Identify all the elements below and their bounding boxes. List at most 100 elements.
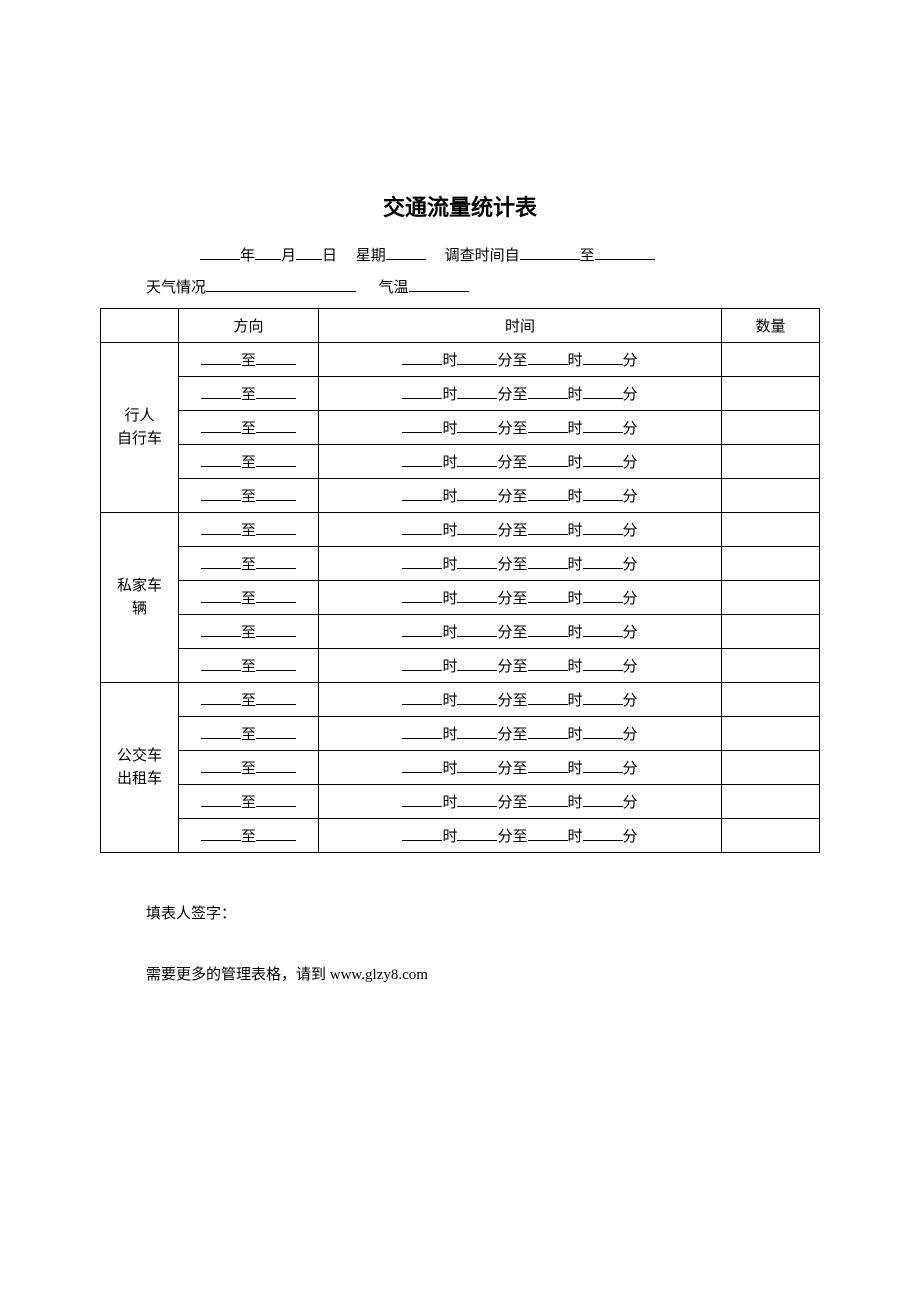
blank-year[interactable] — [200, 244, 240, 260]
blank-hour-from[interactable] — [402, 723, 442, 739]
blank-dir-to[interactable] — [256, 553, 296, 569]
blank-dir-from[interactable] — [201, 519, 241, 535]
blank-dir-from[interactable] — [201, 757, 241, 773]
blank-hour-to[interactable] — [528, 349, 568, 365]
blank-min-from[interactable] — [457, 587, 497, 603]
blank-dir-to[interactable] — [256, 587, 296, 603]
blank-hour-to[interactable] — [528, 621, 568, 637]
quantity-cell[interactable] — [722, 751, 820, 785]
blank-min-to[interactable] — [583, 621, 623, 637]
blank-min-from[interactable] — [457, 655, 497, 671]
blank-min-to[interactable] — [583, 791, 623, 807]
blank-min-from[interactable] — [457, 485, 497, 501]
quantity-cell[interactable] — [722, 547, 820, 581]
blank-dir-to[interactable] — [256, 791, 296, 807]
blank-min-to[interactable] — [583, 417, 623, 433]
blank-min-from[interactable] — [457, 689, 497, 705]
blank-dir-from[interactable] — [201, 383, 241, 399]
blank-hour-from[interactable] — [402, 349, 442, 365]
blank-dir-from[interactable] — [201, 485, 241, 501]
quantity-cell[interactable] — [722, 785, 820, 819]
blank-dir-to[interactable] — [256, 417, 296, 433]
blank-hour-from[interactable] — [402, 621, 442, 637]
blank-hour-from[interactable] — [402, 553, 442, 569]
blank-min-to[interactable] — [583, 757, 623, 773]
blank-hour-to[interactable] — [528, 383, 568, 399]
blank-min-to[interactable] — [583, 825, 623, 841]
blank-dir-from[interactable] — [201, 349, 241, 365]
blank-temperature[interactable] — [409, 276, 469, 292]
blank-month[interactable] — [255, 244, 281, 260]
quantity-cell[interactable] — [722, 615, 820, 649]
blank-hour-to[interactable] — [528, 417, 568, 433]
blank-hour-to[interactable] — [528, 587, 568, 603]
blank-dir-to[interactable] — [256, 519, 296, 535]
blank-dir-from[interactable] — [201, 791, 241, 807]
blank-min-to[interactable] — [583, 655, 623, 671]
blank-weekday[interactable] — [386, 244, 426, 260]
quantity-cell[interactable] — [722, 819, 820, 853]
blank-dir-from[interactable] — [201, 825, 241, 841]
quantity-cell[interactable] — [722, 445, 820, 479]
blank-hour-from[interactable] — [402, 485, 442, 501]
blank-min-to[interactable] — [583, 587, 623, 603]
blank-min-to[interactable] — [583, 349, 623, 365]
blank-hour-to[interactable] — [528, 485, 568, 501]
blank-dir-from[interactable] — [201, 417, 241, 433]
blank-survey-to[interactable] — [595, 244, 655, 260]
quantity-cell[interactable] — [722, 479, 820, 513]
blank-min-to[interactable] — [583, 519, 623, 535]
blank-hour-to[interactable] — [528, 825, 568, 841]
blank-dir-to[interactable] — [256, 723, 296, 739]
quantity-cell[interactable] — [722, 717, 820, 751]
blank-dir-to[interactable] — [256, 689, 296, 705]
blank-hour-to[interactable] — [528, 519, 568, 535]
blank-hour-from[interactable] — [402, 451, 442, 467]
blank-hour-from[interactable] — [402, 587, 442, 603]
blank-hour-from[interactable] — [402, 417, 442, 433]
blank-hour-from[interactable] — [402, 757, 442, 773]
blank-dir-to[interactable] — [256, 451, 296, 467]
quantity-cell[interactable] — [722, 683, 820, 717]
blank-min-to[interactable] — [583, 553, 623, 569]
blank-min-to[interactable] — [583, 485, 623, 501]
blank-hour-to[interactable] — [528, 553, 568, 569]
quantity-cell[interactable] — [722, 581, 820, 615]
blank-dir-from[interactable] — [201, 621, 241, 637]
blank-min-to[interactable] — [583, 451, 623, 467]
blank-hour-to[interactable] — [528, 655, 568, 671]
blank-dir-from[interactable] — [201, 451, 241, 467]
blank-hour-from[interactable] — [402, 825, 442, 841]
blank-hour-from[interactable] — [402, 655, 442, 671]
blank-hour-from[interactable] — [402, 383, 442, 399]
blank-weather[interactable] — [206, 276, 356, 292]
blank-dir-to[interactable] — [256, 825, 296, 841]
blank-min-to[interactable] — [583, 383, 623, 399]
blank-hour-to[interactable] — [528, 689, 568, 705]
blank-dir-to[interactable] — [256, 349, 296, 365]
blank-min-from[interactable] — [457, 825, 497, 841]
blank-min-from[interactable] — [457, 349, 497, 365]
blank-dir-from[interactable] — [201, 587, 241, 603]
blank-min-from[interactable] — [457, 383, 497, 399]
blank-min-from[interactable] — [457, 519, 497, 535]
blank-hour-from[interactable] — [402, 791, 442, 807]
blank-min-from[interactable] — [457, 791, 497, 807]
quantity-cell[interactable] — [722, 411, 820, 445]
blank-min-from[interactable] — [457, 451, 497, 467]
blank-min-to[interactable] — [583, 689, 623, 705]
blank-min-from[interactable] — [457, 417, 497, 433]
blank-dir-to[interactable] — [256, 655, 296, 671]
blank-hour-to[interactable] — [528, 791, 568, 807]
blank-dir-from[interactable] — [201, 553, 241, 569]
blank-hour-to[interactable] — [528, 451, 568, 467]
blank-hour-to[interactable] — [528, 723, 568, 739]
blank-dir-to[interactable] — [256, 383, 296, 399]
blank-hour-to[interactable] — [528, 757, 568, 773]
blank-hour-from[interactable] — [402, 519, 442, 535]
blank-survey-from[interactable] — [520, 244, 580, 260]
blank-min-from[interactable] — [457, 553, 497, 569]
quantity-cell[interactable] — [722, 377, 820, 411]
blank-dir-to[interactable] — [256, 621, 296, 637]
blank-hour-from[interactable] — [402, 689, 442, 705]
